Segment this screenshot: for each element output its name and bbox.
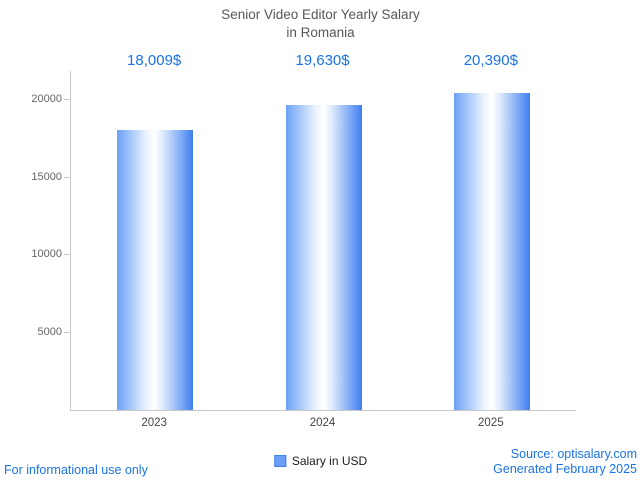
y-axis-tick xyxy=(64,99,71,100)
disclaimer-text: For informational use only xyxy=(4,463,148,477)
bar-value-label: 19,630$ xyxy=(295,52,350,69)
y-axis-tick xyxy=(64,254,71,255)
bar-2024[interactable] xyxy=(286,105,362,410)
chart-title-line2: in Romania xyxy=(286,25,355,41)
legend-label: Salary in USD xyxy=(291,454,368,468)
y-axis-tick-label: 20000 xyxy=(31,93,62,105)
x-axis-label: 2024 xyxy=(309,417,336,429)
bar-2023[interactable] xyxy=(117,130,193,410)
legend-item[interactable]: Salary in USD xyxy=(273,454,368,468)
chart-title-line1: Senior Video Editor Yearly Salary xyxy=(221,7,420,22)
x-axis-label: 2023 xyxy=(141,417,167,429)
plot-area xyxy=(64,71,576,411)
bar-value-label: 18,009$ xyxy=(127,52,182,69)
generated-date: Generated February 2025 xyxy=(493,462,637,476)
y-axis-tick-label: 15000 xyxy=(31,171,62,183)
x-axis-label: 2025 xyxy=(478,417,504,429)
y-axis-tick-label: 5000 xyxy=(37,326,62,338)
legend-swatch-icon xyxy=(273,455,286,467)
x-axis-labels: 2023 2024 2025 xyxy=(70,417,575,433)
bar-value-label: 20,390$ xyxy=(463,52,518,69)
y-axis-tick xyxy=(64,177,71,178)
y-axis-tick xyxy=(64,332,71,333)
y-axis-tick-label: 10000 xyxy=(31,248,62,260)
source-link[interactable]: Source: optisalary.com xyxy=(510,447,637,461)
y-axis-labels: 5000 10000 15000 20000 xyxy=(0,71,62,410)
bar-2025[interactable] xyxy=(454,93,530,410)
chart-title: Senior Video Editor Yearly Salary in Rom… xyxy=(0,6,641,42)
source-info: Source: optisalary.com Generated Februar… xyxy=(493,447,637,477)
value-labels-row: 18,009$ 19,630$ 20,390$ xyxy=(70,52,575,74)
